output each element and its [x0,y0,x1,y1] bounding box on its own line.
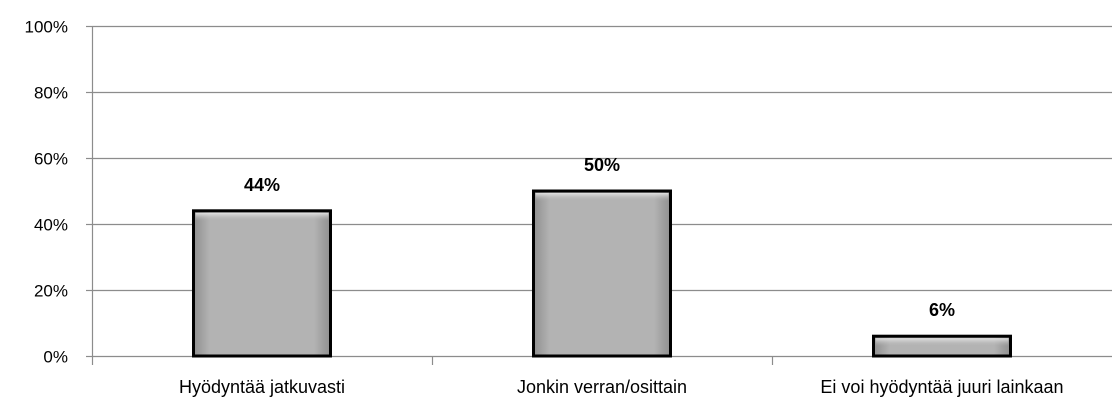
data-label: 50% [584,155,620,175]
bar [532,189,672,358]
bar-highlight [875,338,1009,347]
data-label: 44% [244,175,280,195]
category-label: Jonkin verran/osittain [517,377,687,397]
bar-highlight [535,193,669,201]
y-tick-label: 40% [34,216,68,235]
category-label: Hyödyntää jatkuvasti [179,377,345,397]
bars [192,189,1012,358]
y-tick-label: 100% [25,18,68,37]
y-tick-label: 0% [43,348,68,367]
data-label: 6% [929,300,955,320]
y-tick-label: 80% [34,84,68,103]
bar-highlight [195,212,329,221]
labels: 44% Hyödyntää jatkuvasti 50% Jonkin verran/… [179,155,1064,397]
y-tick-label: 20% [34,282,68,301]
y-tick-label: 60% [34,150,68,169]
bar [192,209,332,358]
category-label: Ei voi hyödyntää juuri lainkaan [820,377,1063,397]
